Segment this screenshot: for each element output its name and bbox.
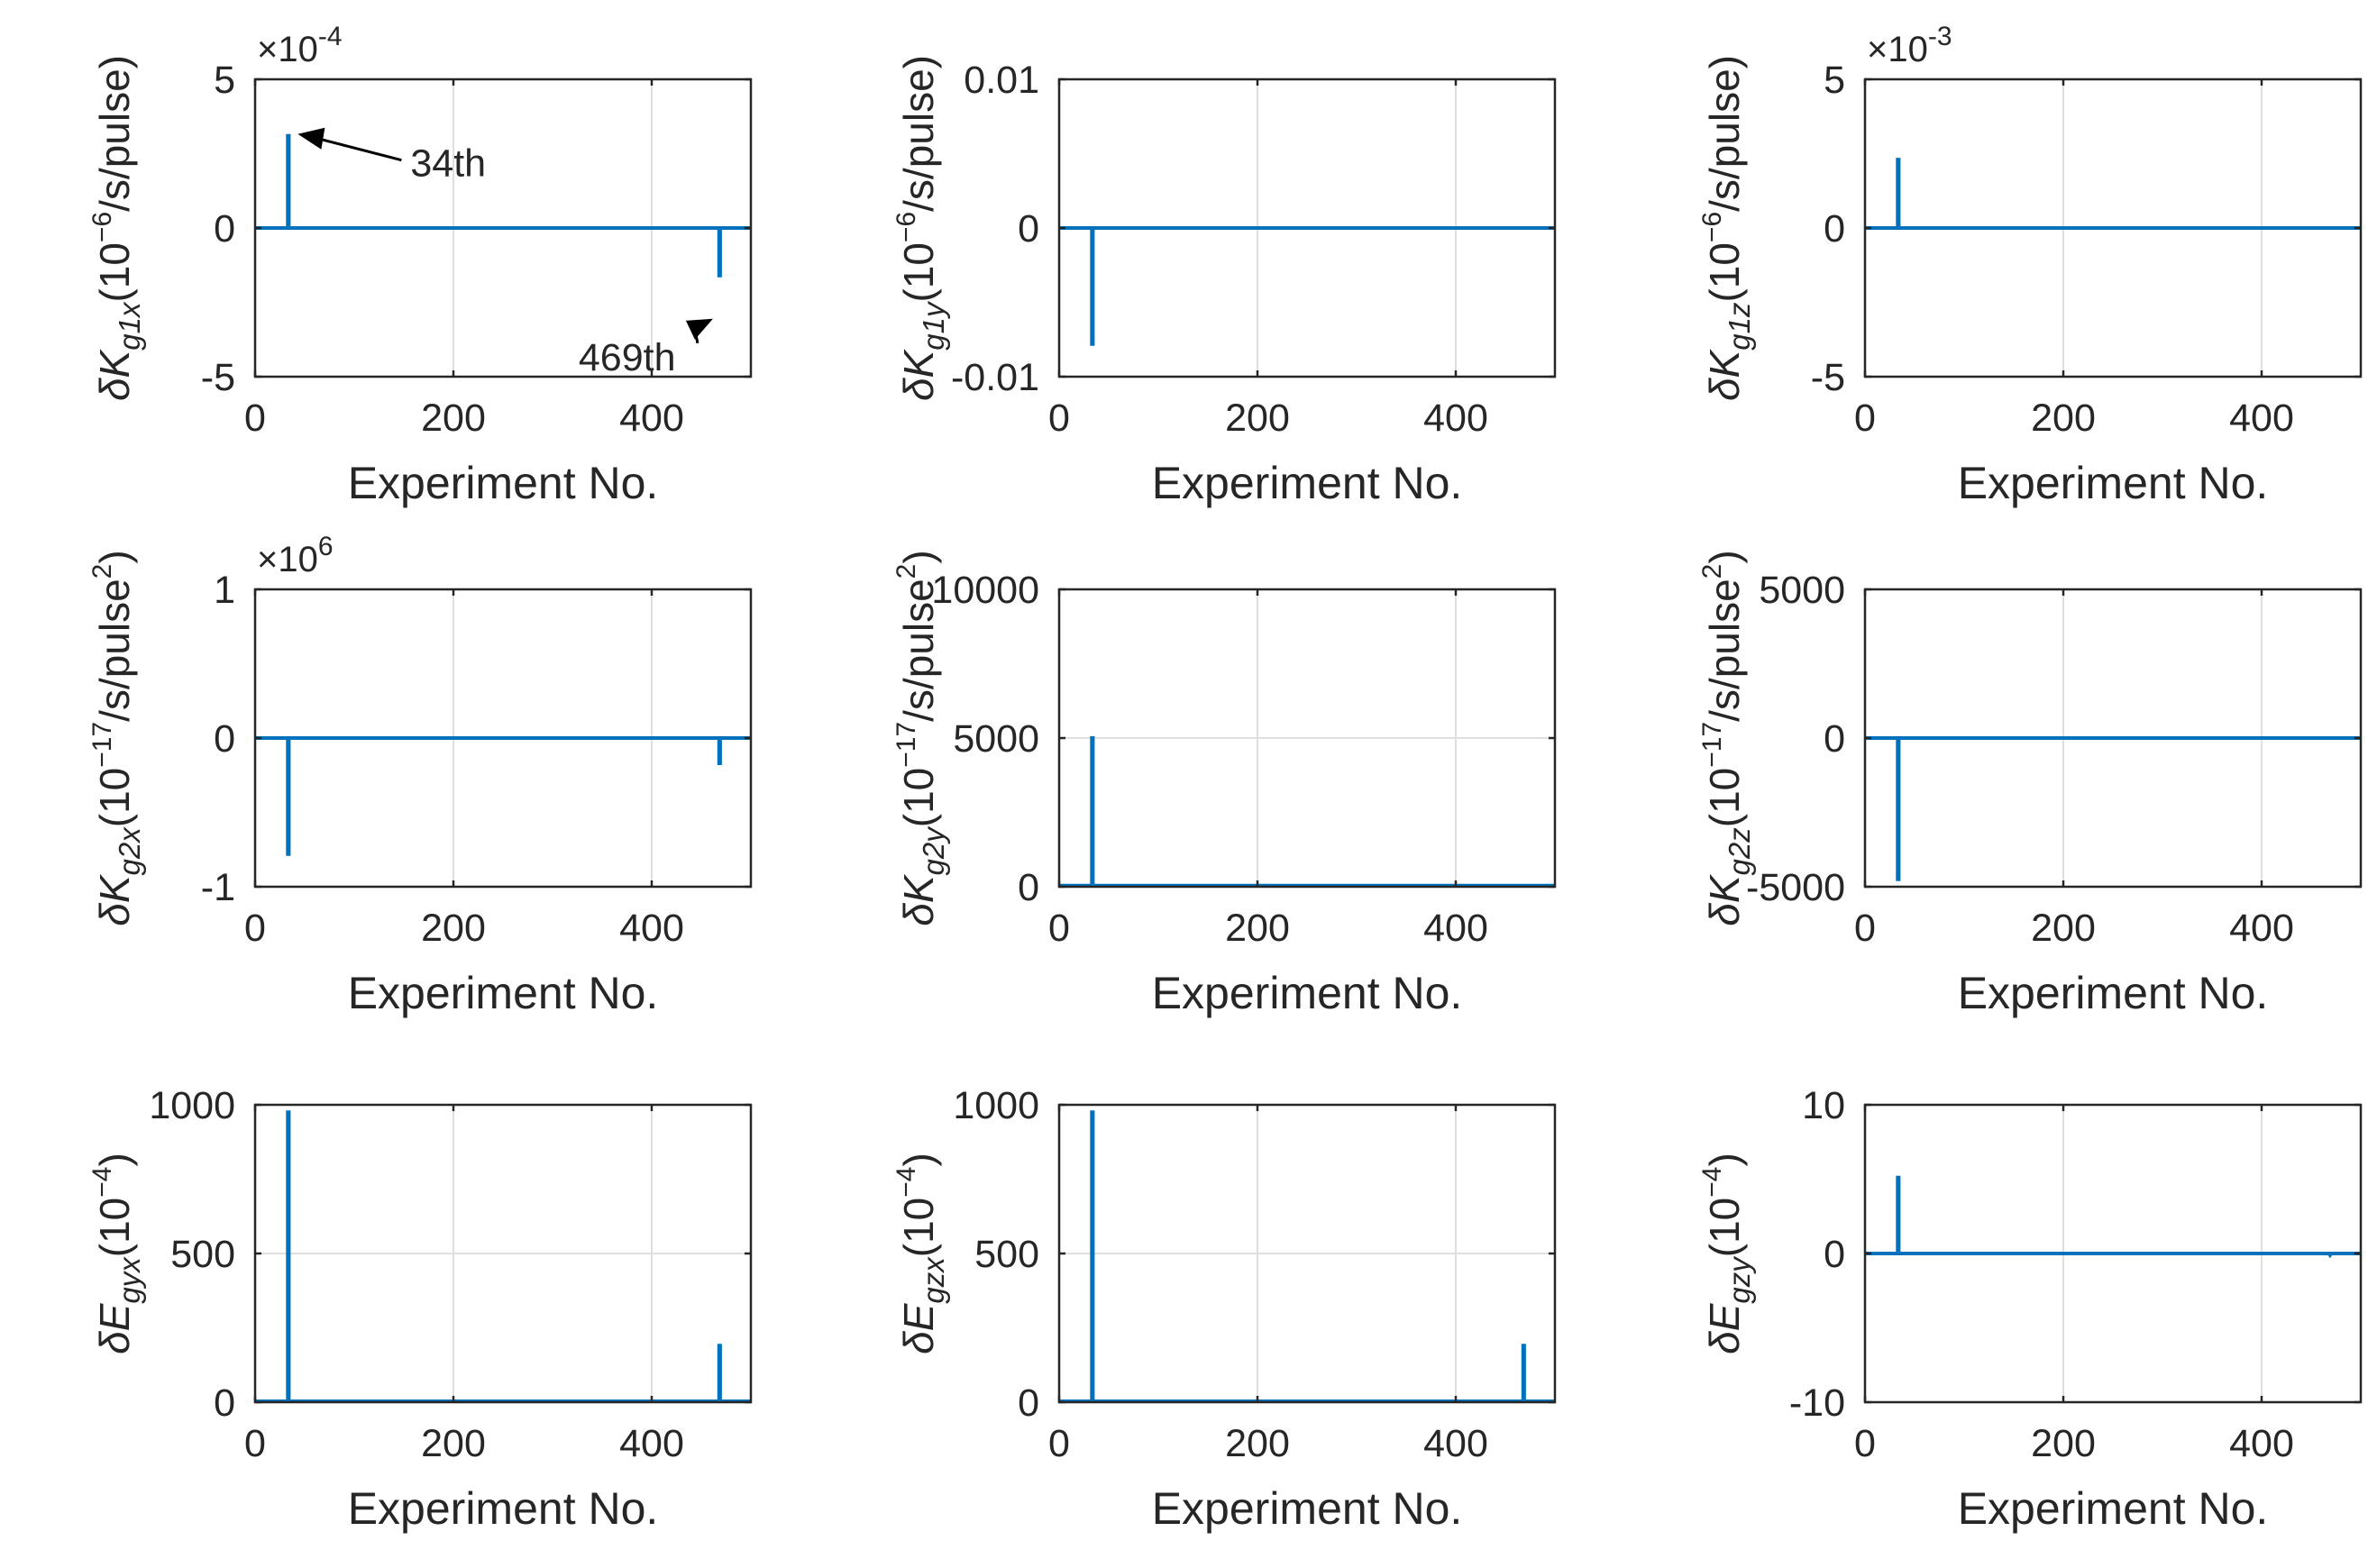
x-tick-label: 200 (2031, 1422, 2096, 1465)
y-tick-label: 5 (1824, 59, 1845, 102)
series-line (1059, 226, 1555, 346)
series-line (1865, 158, 2361, 230)
x-tick-label: 0 (244, 1422, 266, 1465)
y-axis-label: δKg1y(10−6/s/pulse) (891, 55, 950, 401)
x-tick-label: 0 (1854, 907, 1876, 950)
y-tick-label: 500 (170, 1233, 235, 1276)
x-tick-label: 0 (244, 907, 266, 950)
series-line (255, 736, 751, 856)
axis-multiplier: ×106 (257, 532, 334, 579)
x-axis-label: Experiment No. (1958, 1483, 2269, 1534)
y-tick-label: 5 (214, 59, 235, 102)
y-tick-label: -5000 (1746, 866, 1845, 909)
y-tick-label: -5 (201, 356, 235, 399)
y-tick-label: 0 (1824, 717, 1845, 761)
x-tick-label: 200 (421, 1422, 486, 1465)
y-tick-label: 0 (1824, 1233, 1845, 1276)
x-tick-label: 0 (1048, 907, 1070, 950)
series-line (1865, 1175, 2361, 1259)
x-tick-label: 400 (1423, 907, 1488, 950)
y-tick-label: 5000 (1759, 569, 1845, 612)
x-axis-label: Experiment No. (348, 458, 659, 508)
x-tick-label: 200 (1225, 907, 1290, 950)
x-tick-label: 0 (244, 397, 266, 440)
x-tick-label: 400 (619, 397, 684, 440)
subplot-7: 0 200 400 0 500 1000 Experiment No. δEgyx(10−4) (87, 1084, 753, 1534)
annotation-arrowhead (685, 318, 713, 340)
x-tick-label: 400 (619, 1422, 684, 1465)
series-line (1059, 736, 1555, 888)
x-tick-label: 200 (1225, 397, 1290, 440)
y-tick-label: 0 (214, 717, 235, 761)
y-tick-label: -0.01 (951, 356, 1039, 399)
x-axis-label: Experiment No. (348, 968, 659, 1018)
x-tick-label: 0 (1854, 397, 1876, 440)
x-tick-label: 0 (1854, 1422, 1876, 1465)
y-axis-label: δKg1z(10−6/s/pulse) (1697, 55, 1756, 401)
x-tick-label: 400 (1423, 1422, 1488, 1465)
subplot-8: 0 200 400 0 500 1000 Experiment No. δEgzx(10−4) (891, 1084, 1557, 1534)
x-tick-label: 0 (1048, 1422, 1070, 1465)
x-tick-label: 200 (421, 907, 486, 950)
y-tick-label: 10 (1802, 1084, 1845, 1127)
y-tick-label: 0 (1018, 207, 1039, 251)
x-tick-label: 400 (1423, 397, 1488, 440)
axis-multiplier: ×10-4 (257, 22, 343, 69)
y-tick-label: 0 (214, 207, 235, 251)
y-axis-label: δEgyx(10−4) (87, 1153, 146, 1354)
x-axis-label: Experiment No. (1152, 458, 1463, 508)
y-tick-label: 0 (214, 1381, 235, 1425)
series-line (1865, 736, 2361, 881)
y-axis-label: δKg2x(10−17/s/pulse2) (87, 550, 146, 925)
x-tick-label: 400 (2229, 1422, 2294, 1465)
series-line (255, 133, 751, 278)
y-tick-label: 10000 (931, 569, 1039, 612)
y-tick-label: 0 (1824, 207, 1845, 251)
annotation-label: 469th (579, 336, 676, 379)
y-axis-label: δEgzx(10−4) (891, 1153, 950, 1354)
y-tick-label: 0 (1018, 866, 1039, 909)
y-tick-label: -5 (1811, 356, 1845, 399)
x-tick-label: 200 (2031, 397, 2096, 440)
x-axis-label: Experiment No. (1958, 968, 2269, 1018)
axis-multiplier: ×10-3 (1867, 22, 1952, 69)
y-axis-label: δEgzy(10−4) (1697, 1153, 1756, 1354)
x-tick-label: 200 (421, 397, 486, 440)
y-tick-label: 500 (974, 1233, 1039, 1276)
y-axis-label: δKg1x(10−6/s/pulse) (87, 55, 146, 401)
x-axis-label: Experiment No. (1152, 1483, 1463, 1534)
y-tick-label: 5000 (953, 717, 1039, 761)
x-tick-label: 400 (619, 907, 684, 950)
x-axis-label: Experiment No. (348, 1483, 659, 1534)
x-tick-label: 200 (2031, 907, 2096, 950)
x-axis-label: Experiment No. (1152, 968, 1463, 1018)
y-axis-label: δKg2y(10−17/s/pulse2) (891, 550, 950, 925)
y-tick-label: 1000 (149, 1084, 235, 1127)
y-tick-label: -1 (201, 866, 235, 909)
y-tick-label: 0.01 (964, 59, 1039, 102)
x-tick-label: 400 (2229, 907, 2294, 950)
x-tick-label: 0 (1048, 397, 1070, 440)
annotation-arrow-line (317, 137, 402, 162)
y-tick-label: -10 (1789, 1381, 1845, 1425)
x-tick-label: 400 (2229, 397, 2294, 440)
y-tick-label: 0 (1018, 1381, 1039, 1425)
y-tick-label: 1 (214, 569, 235, 612)
subplot-5: 0 200 400 0 5000 10000 Experiment No. δKg2y(10−… (891, 550, 1557, 1018)
annotation-arrowhead (297, 127, 325, 150)
annotation-label: 34th (410, 142, 486, 186)
x-tick-label: 200 (1225, 1422, 1290, 1465)
y-tick-label: 1000 (953, 1084, 1039, 1127)
x-axis-label: Experiment No. (1958, 458, 2269, 508)
y-axis-label: δKg2z(10−17/s/pulse2) (1697, 550, 1756, 925)
